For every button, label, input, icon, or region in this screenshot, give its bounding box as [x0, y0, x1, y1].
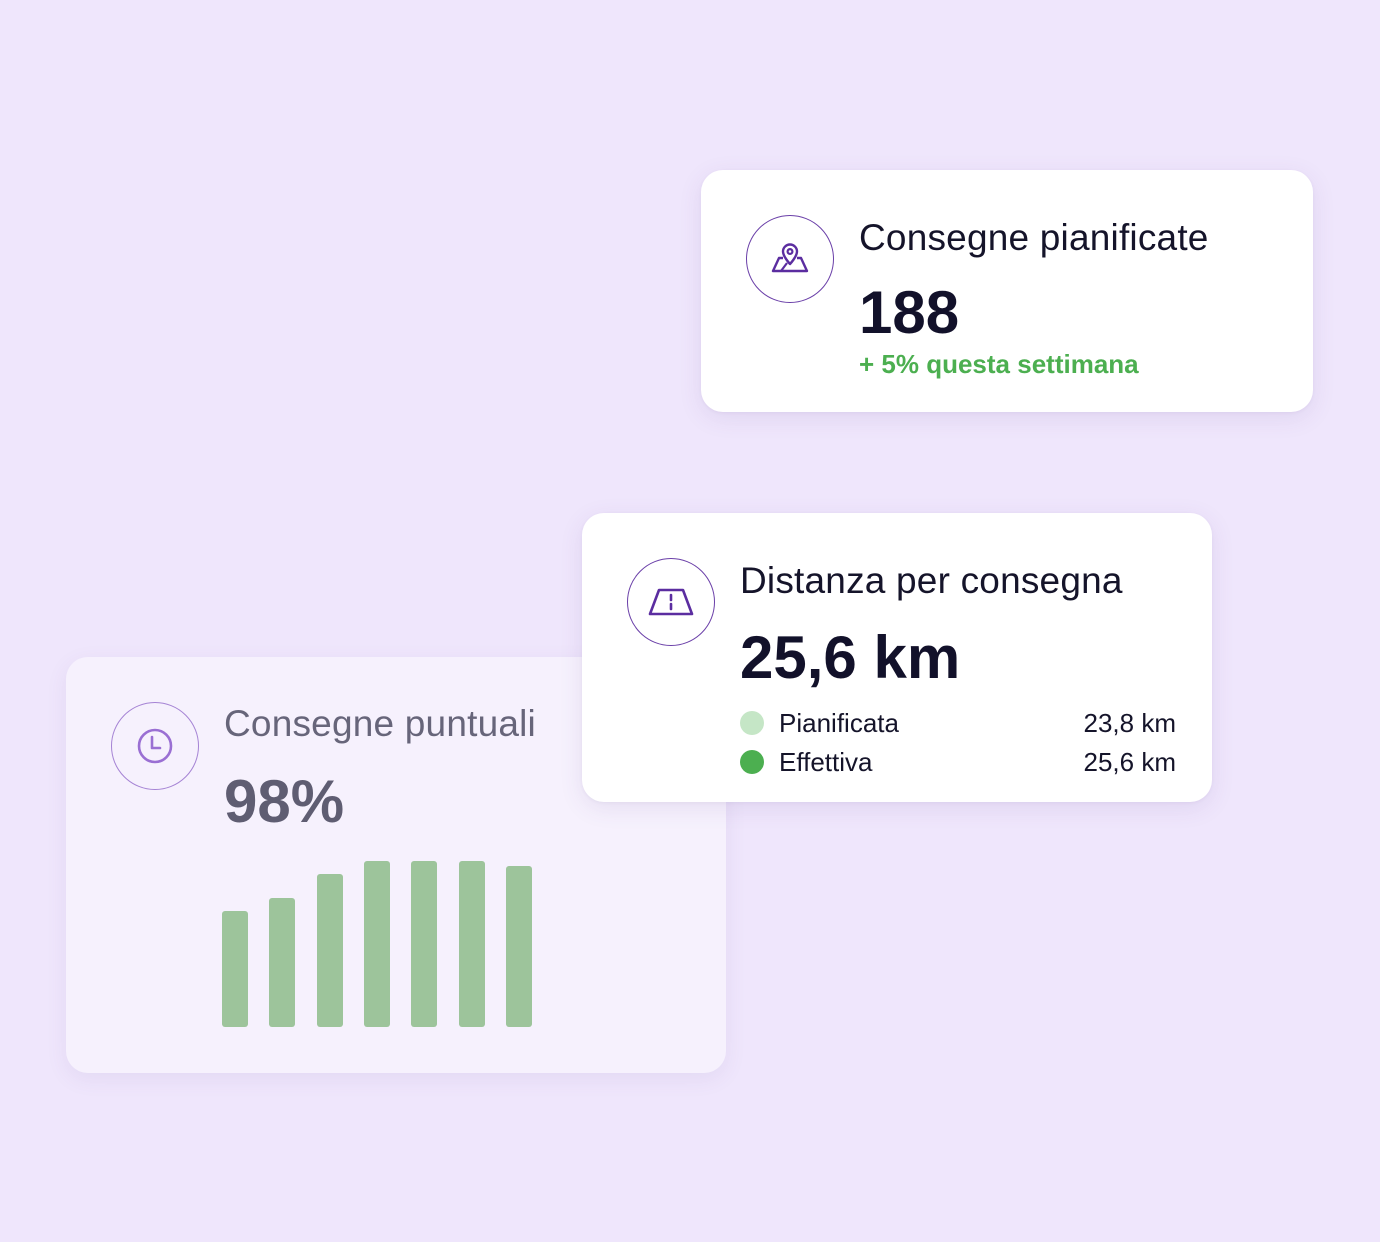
- card-title: Consegne puntuali: [224, 703, 536, 744]
- planned-deliveries-count: 188: [859, 279, 960, 346]
- on-time-bar-chart: [222, 857, 542, 1027]
- distance-value: 25,6 km: [740, 624, 961, 691]
- weekly-change: + 5% questa settimana: [859, 349, 1139, 379]
- legend-value: 25,6 km: [1083, 746, 1177, 777]
- bar-7: [506, 866, 532, 1027]
- clock-icon: [111, 702, 199, 790]
- legend-value: 23,8 km: [1083, 707, 1177, 738]
- bar-3: [317, 874, 343, 1027]
- bar-4: [364, 861, 390, 1027]
- bar-5: [411, 861, 437, 1027]
- planned-deliveries-card: Consegne pianificate 188 + 5% questa set…: [701, 170, 1313, 412]
- road-icon: [627, 558, 715, 646]
- on-time-percentage: 98%: [224, 768, 345, 835]
- legend-label: Pianificata: [779, 707, 899, 738]
- legend-planned: Pianificata 23,8 km: [740, 707, 1176, 739]
- legend-actual: Effettiva 25,6 km: [740, 746, 1176, 778]
- distance-per-delivery-card: Distanza per consegna 25,6 km Pianificat…: [582, 513, 1212, 802]
- legend-label: Effettiva: [779, 746, 873, 777]
- actual-dot: [740, 750, 764, 774]
- card-title: Consegne pianificate: [859, 217, 1209, 258]
- map-pin-icon: [746, 215, 834, 303]
- card-title: Distanza per consegna: [740, 560, 1123, 601]
- bar-1: [222, 911, 248, 1027]
- planned-dot: [740, 711, 764, 735]
- bar-2: [269, 898, 295, 1027]
- bar-6: [459, 861, 485, 1027]
